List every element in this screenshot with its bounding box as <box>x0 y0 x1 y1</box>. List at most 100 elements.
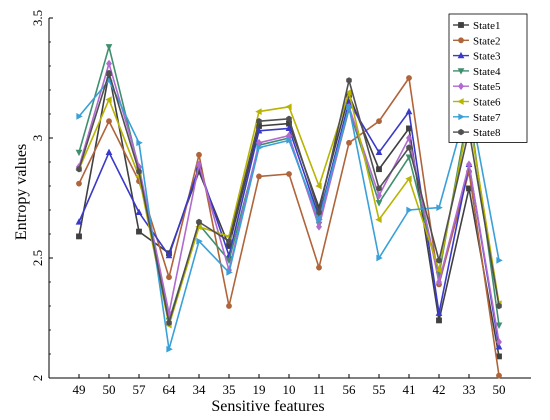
data-point <box>436 257 442 264</box>
data-point <box>166 319 172 327</box>
data-point <box>226 237 232 245</box>
data-point <box>76 113 83 120</box>
data-point <box>166 274 172 281</box>
data-point <box>76 165 82 173</box>
data-point <box>75 149 83 157</box>
data-point <box>75 218 83 225</box>
legend-marker <box>457 68 465 75</box>
x-tick-label: 55 <box>373 382 386 397</box>
series <box>75 44 503 379</box>
y-axis-title: Entropy values <box>13 144 30 240</box>
data-point <box>135 208 143 216</box>
data-point <box>496 302 502 310</box>
data-point <box>406 144 412 151</box>
legend-marker <box>457 51 465 59</box>
data-point <box>496 338 502 346</box>
data-point <box>435 309 443 316</box>
legend-label: State5 <box>473 81 501 93</box>
data-point <box>196 160 202 169</box>
data-point <box>436 204 443 211</box>
data-point <box>406 206 413 214</box>
data-point <box>255 127 263 134</box>
data-point <box>376 185 382 192</box>
x-tick-label: 50 <box>493 382 506 397</box>
data-point <box>406 134 412 142</box>
x-tick-label: 10 <box>283 382 296 397</box>
data-point <box>256 117 262 125</box>
data-point <box>286 115 292 123</box>
x-tick-label: 41 <box>403 382 416 397</box>
legend-item: State2 <box>453 35 501 47</box>
data-point <box>346 77 352 84</box>
legend-label: State6 <box>473 97 501 109</box>
series-state7 <box>76 77 503 353</box>
data-point <box>106 59 112 68</box>
x-tick-label: 50 <box>103 382 116 397</box>
y-tick-label: 3 <box>30 135 45 142</box>
axes <box>48 18 531 379</box>
x-tick-label: 49 <box>73 382 86 397</box>
series-line-state8 <box>78 72 500 324</box>
legend-marker <box>458 22 464 28</box>
data-point <box>166 345 173 353</box>
data-point <box>76 233 82 240</box>
data-point <box>346 103 353 111</box>
data-point <box>375 200 383 207</box>
legend-item: State4 <box>453 66 501 78</box>
data-point <box>376 191 382 200</box>
data-point <box>435 266 442 274</box>
legend: State1 State2 State3 State4 State5 State6 Stat… <box>448 13 528 143</box>
legend-label: State8 <box>473 127 501 139</box>
legend-marker <box>458 37 464 44</box>
y-tick-label: 3.5 <box>30 10 45 26</box>
legend-label: State1 <box>473 20 501 32</box>
legend-label: State4 <box>473 66 501 78</box>
data-point <box>496 257 503 264</box>
data-point <box>76 180 82 187</box>
x-tick-label: 64 <box>163 382 177 397</box>
data-point <box>405 154 413 161</box>
legend-label: State2 <box>473 35 501 47</box>
data-point <box>105 148 113 156</box>
data-point <box>376 166 382 173</box>
data-point <box>436 317 442 324</box>
legend-label: State3 <box>473 51 501 63</box>
data-point <box>405 107 413 115</box>
data-point <box>316 222 322 231</box>
data-point <box>196 237 203 245</box>
legend-label: State7 <box>473 112 501 124</box>
data-point <box>136 168 142 175</box>
data-point <box>165 251 173 259</box>
data-point <box>346 139 352 146</box>
x-tick-label: 33 <box>463 382 476 397</box>
legend-item: State3 <box>453 51 501 63</box>
data-point <box>495 343 503 350</box>
data-point <box>316 209 322 216</box>
data-point <box>286 137 293 144</box>
data-point <box>316 264 322 271</box>
x-axis-title: Sensitive features <box>211 398 324 415</box>
data-point <box>436 278 442 286</box>
data-point <box>495 322 503 329</box>
data-point <box>375 216 382 223</box>
x-tick-label: 19 <box>253 382 266 397</box>
data-point <box>136 228 142 235</box>
data-point <box>375 148 383 156</box>
y-tick-label: 2.5 <box>30 250 45 266</box>
y-tick-label: 2 <box>30 375 45 382</box>
series-state8 <box>76 69 502 327</box>
x-tick-label: 11 <box>313 382 326 397</box>
data-point <box>136 139 143 147</box>
legend-marker <box>458 113 465 121</box>
legend-item: State5 <box>453 81 501 93</box>
legend-item: State1 <box>453 20 501 32</box>
data-point <box>286 171 292 177</box>
data-point <box>376 254 383 262</box>
x-tick-label: 57 <box>133 382 147 397</box>
data-point <box>105 44 113 51</box>
data-point <box>405 175 412 183</box>
data-point <box>345 89 352 96</box>
data-point <box>255 108 262 115</box>
